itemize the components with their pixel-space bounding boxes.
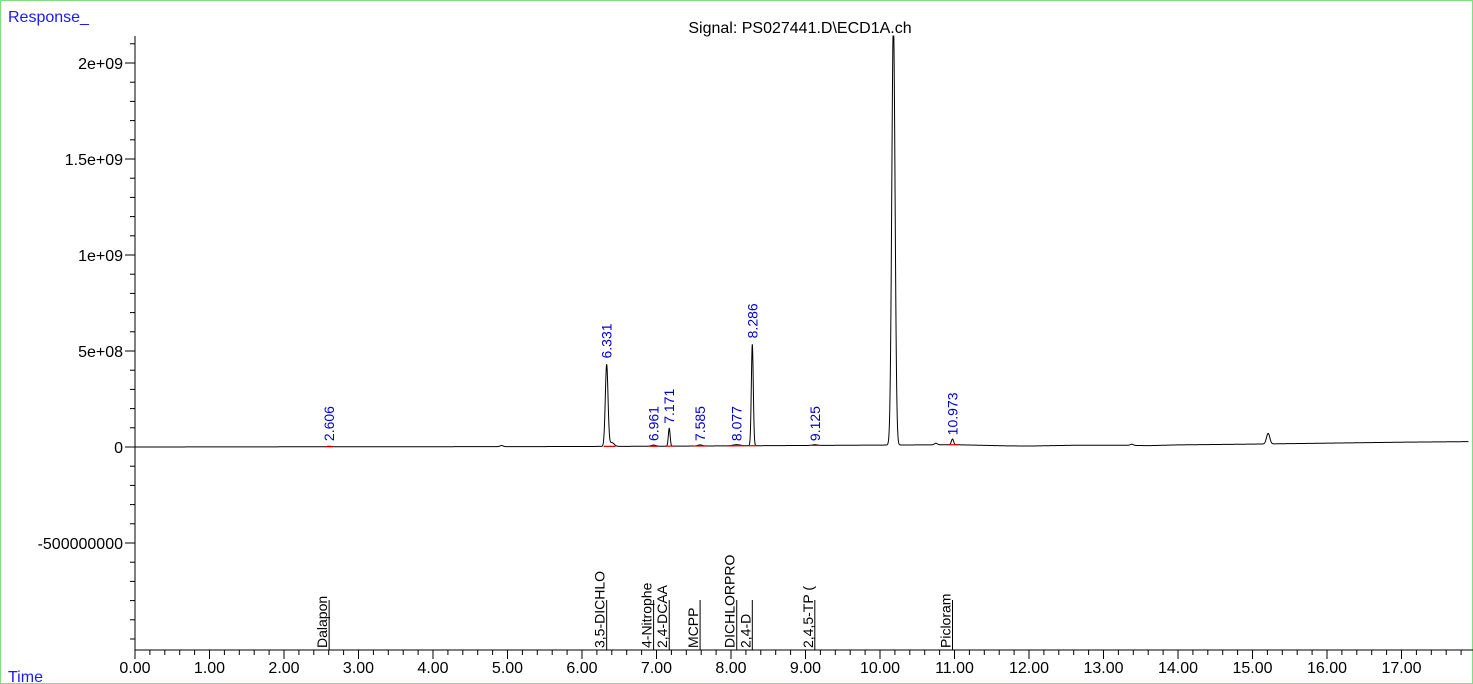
y-tick-label: 1.5e+09 — [65, 152, 123, 169]
y-tick-label: 5e+08 — [78, 344, 123, 361]
x-tick-label: 8.00 — [715, 660, 746, 677]
x-tick-label: 3.00 — [343, 660, 374, 677]
y-axis-title: Response_ — [8, 9, 90, 26]
x-tick-label: 14.00 — [1158, 660, 1198, 677]
peak-rt-label: 2.606 — [321, 406, 337, 441]
peak-rt-label: 7.585 — [692, 406, 708, 441]
x-tick-label: 5.00 — [492, 660, 523, 677]
compound-name: 3,5-DICHLO — [592, 571, 608, 648]
peak-labels: 2.606 6.331 6.961 7.171 7.585 8.077 8.286 9.125… — [321, 303, 960, 441]
x-tick-label: 4.00 — [417, 660, 448, 677]
chart-title: Signal: PS027441.D\ECD1A.ch — [688, 20, 911, 37]
compound-name: 2,4,5-TP ( — [800, 586, 816, 648]
compound-name: 4-Nitrophe — [639, 582, 655, 648]
x-tick-label: 1.00 — [194, 660, 225, 677]
x-tick-label: 13.00 — [1083, 660, 1123, 677]
axes: 2e+09 1.5e+09 1e+09 5e+08 0 -500000000 0.00 1.0… — [38, 36, 1473, 677]
x-tick-label: 2.00 — [268, 660, 299, 677]
x-tick-label: 10.00 — [860, 660, 900, 677]
x-tick-label: 11.00 — [935, 660, 974, 677]
compound-name: Picloram — [937, 594, 953, 648]
peak-rt-label: 6.331 — [599, 323, 615, 358]
compound-name: 2,4-DCAA — [654, 584, 670, 648]
x-tick-label: 12.00 — [1009, 660, 1049, 677]
integration-baselines — [324, 444, 959, 448]
x-tick-label: 7.00 — [641, 660, 672, 677]
compound-name: 2,4-D — [737, 614, 753, 648]
x-tick-label: 15.00 — [1232, 660, 1272, 677]
peak-rt-label: 6.961 — [646, 406, 662, 441]
x-tick-label: 6.00 — [566, 660, 597, 677]
peak-rt-label: 8.286 — [744, 303, 760, 338]
peak-rt-label: 10.973 — [944, 392, 960, 435]
signal-trace-group — [135, 35, 1469, 448]
x-tick-label: 16.00 — [1307, 660, 1347, 677]
peak-rt-label: 9.125 — [807, 406, 823, 441]
compound-name: DICHLORPRO — [722, 555, 738, 648]
y-tick-label: 2e+09 — [78, 56, 123, 73]
compound-name: Dalapon — [314, 596, 330, 648]
peak-rt-label: 8.077 — [729, 406, 745, 441]
x-tick-label: 17.00 — [1381, 660, 1421, 677]
peak-rt-label: 7.171 — [661, 389, 677, 424]
x-tick-label: 0.00 — [119, 660, 150, 677]
y-tick-label: 1e+09 — [78, 248, 123, 265]
y-tick-label: 0 — [114, 440, 123, 457]
compound-markers: Dalapon 3,5-DICHLO 4-Nitrophe 2,4-DCAA MCPP D… — [314, 555, 953, 650]
signal-trace — [135, 35, 1469, 448]
x-tick-label: 9.00 — [790, 660, 821, 677]
x-axis-title: Time — [8, 669, 43, 684]
compound-name: MCPP — [685, 608, 701, 648]
y-tick-label: -500000000 — [38, 536, 124, 553]
